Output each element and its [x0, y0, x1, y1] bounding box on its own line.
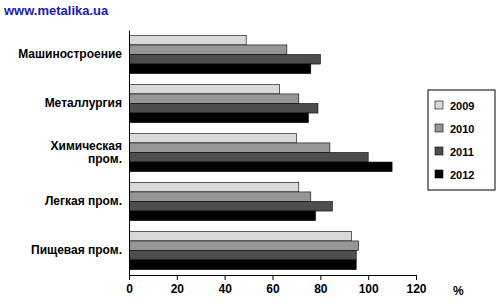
x-tick-label: 20 — [171, 282, 185, 296]
x-tick-mark — [129, 275, 130, 280]
bar — [129, 260, 356, 270]
plot: 0 20 40 60 80 100 120 Машиностроение Металлургия… — [18, 31, 427, 296]
bar-series — [129, 64, 392, 270]
x-tick: 80 — [314, 275, 328, 296]
bar — [129, 182, 299, 192]
x-axis: 0 20 40 60 80 100 120 — [126, 275, 427, 296]
x-tick-mark — [416, 275, 417, 280]
x-tick-label: 60 — [266, 282, 280, 296]
bar — [129, 55, 320, 65]
bar — [129, 162, 392, 172]
y-tick: Пищевая пром. — [31, 243, 122, 257]
x-tick-mark — [273, 275, 274, 280]
bar — [129, 153, 368, 163]
x-tick-label: 40 — [218, 282, 232, 296]
x-tick-label: 100 — [359, 282, 379, 296]
x-tick-label: 0 — [126, 282, 133, 296]
y-tick: Машиностроение — [18, 47, 122, 61]
category-label: Химическаяпром. — [51, 139, 122, 167]
bar — [129, 113, 308, 123]
legend-swatch — [435, 124, 443, 132]
legend-label: 2009 — [450, 100, 474, 112]
bar — [129, 251, 356, 261]
category-label: Металлургия — [45, 96, 122, 110]
legend-label: 2012 — [450, 169, 474, 181]
x-axis-label: % — [453, 284, 464, 298]
bar — [129, 104, 318, 114]
legend-swatch — [435, 101, 443, 109]
legend: 2009 2010 2011 2012 — [428, 90, 495, 190]
category-label: Легкая пром. — [45, 194, 122, 208]
bar-series — [129, 35, 351, 241]
x-tick: 100 — [359, 275, 379, 296]
x-tick-label: 80 — [314, 282, 328, 296]
x-tick-mark — [368, 275, 369, 280]
x-tick-label: 120 — [406, 282, 426, 296]
x-tick-mark — [320, 275, 321, 280]
bar — [129, 64, 311, 74]
x-tick-mark — [225, 275, 226, 280]
bar-series — [129, 55, 368, 261]
bar — [129, 133, 296, 143]
category-label: Пищевая пром. — [31, 243, 122, 257]
x-tick: 60 — [266, 275, 280, 296]
x-tick: 20 — [171, 275, 185, 296]
bar — [129, 241, 359, 251]
y-axis: Машиностроение Металлургия Химическаяпром.… — [18, 31, 129, 276]
y-tick: Химическаяпром. — [51, 139, 122, 167]
source: www.metalika.ua — [3, 3, 109, 18]
legend-label: 2011 — [450, 146, 474, 158]
category-label: Машиностроение — [18, 47, 122, 61]
legend-box — [428, 90, 495, 190]
y-axis-line — [129, 31, 130, 276]
legend-swatch — [435, 170, 443, 178]
legend-label: 2010 — [450, 123, 474, 135]
bar — [129, 84, 280, 94]
bar — [129, 143, 330, 153]
bar — [129, 45, 287, 55]
bar — [129, 35, 246, 45]
bar — [129, 231, 351, 241]
y-tick: Легкая пром. — [45, 194, 122, 208]
x-tick-mark — [177, 275, 178, 280]
x-tick: 0 — [126, 275, 133, 296]
bar-series — [129, 45, 359, 251]
bars — [129, 35, 392, 269]
x-tick: 40 — [218, 275, 232, 296]
bar — [129, 211, 316, 221]
bar — [129, 192, 311, 202]
legend-swatch — [435, 147, 443, 155]
bar — [129, 202, 332, 212]
x-axis-line — [130, 276, 417, 281]
x-tick: 120 — [406, 275, 426, 296]
bar — [129, 94, 299, 104]
chart: www.metalika.ua 0 20 40 60 80 100 120 Машиностро… — [0, 0, 500, 306]
y-tick: Металлургия — [45, 96, 122, 110]
